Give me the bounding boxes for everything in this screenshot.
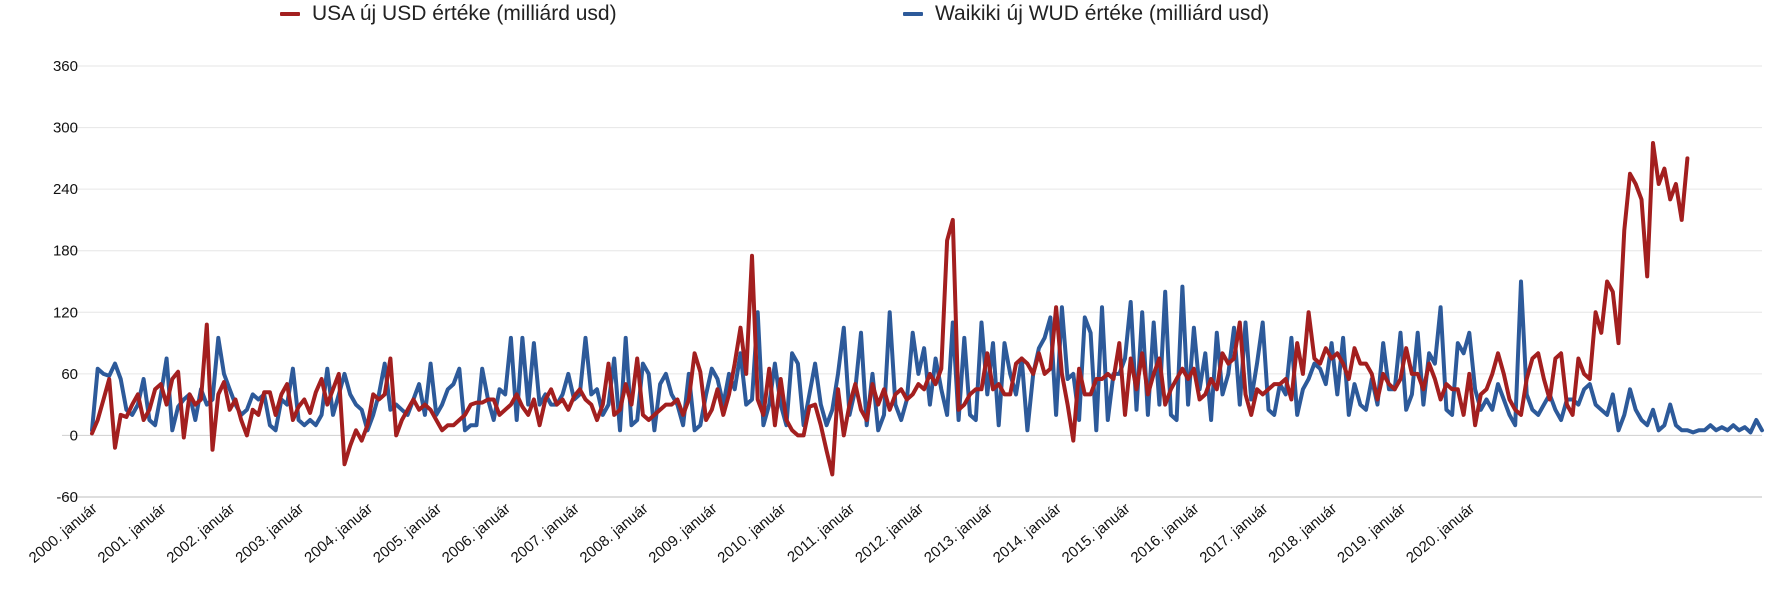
x-tick-label: 2009. január (646, 500, 721, 567)
y-tick-label: -60 (56, 489, 78, 506)
legend-item-usa[interactable]: USA új USD értéke (milliárd usd) (280, 2, 617, 26)
x-tick-label: 2003. január (232, 500, 307, 567)
legend-swatch-usa (280, 12, 300, 16)
y-tick-label: 60 (61, 366, 78, 383)
series-line-usa (90, 141, 1690, 477)
y-tick-label: 300 (53, 120, 78, 137)
x-tick-label: 2012. január (852, 500, 927, 567)
x-tick-label: 2018. január (1265, 500, 1340, 567)
x-tick-label: 2010. január (714, 500, 789, 567)
x-tick-label: 2014. január (990, 500, 1065, 567)
x-tick-label: 2016. január (1128, 500, 1203, 567)
legend-item-waikiki[interactable]: Waikiki új WUD értéke (milliárd usd) (903, 2, 1269, 26)
y-tick-label: 0 (70, 427, 78, 444)
x-tick-label: 2017. január (1196, 500, 1271, 567)
y-tick-label: 120 (53, 304, 78, 321)
x-tick-label: 2004. január (301, 500, 376, 567)
x-tick-label: 2020. január (1403, 500, 1478, 567)
series-lines (90, 141, 1764, 477)
legend-swatch-waikiki (903, 12, 923, 16)
y-tick-label: 360 (53, 58, 78, 75)
legend-label-waikiki: Waikiki új WUD értéke (milliárd usd) (935, 2, 1270, 25)
gridlines (62, 65, 1762, 498)
x-tick-label: 2011. január (784, 500, 858, 566)
x-tick-label: 2015. január (1059, 500, 1134, 567)
x-tick-label: 2001. január (95, 500, 170, 567)
chart-legend: USA új USD értéke (milliárd usd) Waikiki… (0, 0, 1765, 36)
x-tick-label: 2008. január (577, 500, 652, 567)
x-tick-label: 2019. január (1334, 500, 1409, 567)
x-tick-label: 2000. január (26, 500, 101, 567)
x-tick-label: 2007. január (508, 500, 583, 567)
x-tick-label: 2006. január (439, 500, 514, 567)
x-tick-label: 2002. január (163, 500, 238, 567)
x-tick-label: 2005. január (370, 500, 445, 567)
y-tick-label: 180 (53, 243, 78, 260)
legend-label-usa: USA új USD értéke (milliárd usd) (312, 2, 617, 25)
x-tick-label: 2013. január (921, 500, 996, 567)
y-tick-label: 240 (53, 181, 78, 198)
y-axis-tick-labels: -60 0 60 120 180 240 300 360 (53, 58, 78, 506)
